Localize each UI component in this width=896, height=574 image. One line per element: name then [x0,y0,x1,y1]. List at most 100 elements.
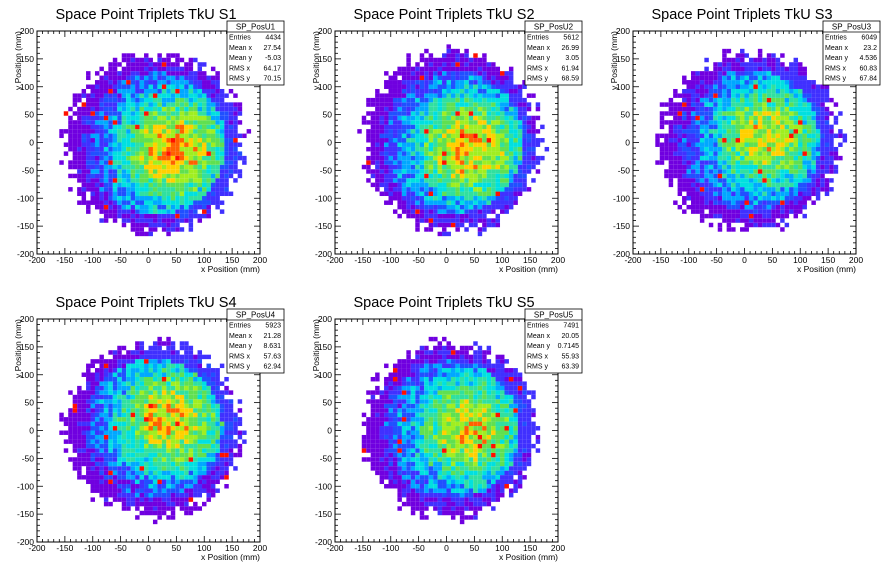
heatmap-cell [771,53,776,58]
heatmap-cell [117,200,122,205]
heatmap-cell [397,191,402,197]
heatmap-cell [780,106,785,112]
heatmap-cell [419,191,425,197]
heatmap-cell [784,146,790,152]
heatmap-cell [139,231,145,237]
heatmap-cell [668,173,674,179]
heatmap-cell [704,169,709,174]
heatmap-cell [86,452,91,458]
heatmap-cell [152,492,158,498]
heatmap-cell [722,71,727,76]
heatmap-cell [410,173,416,179]
heatmap-cell [86,120,91,125]
heatmap-cell [188,213,194,219]
heatmap-cell [179,155,185,161]
heatmap-cell [495,84,501,89]
heatmap-cell [459,129,465,134]
heatmap-cell [437,84,443,89]
heatmap-cell [744,164,749,170]
heatmap-cell [757,75,763,81]
heatmap-cell [94,434,100,440]
heatmap-cell [708,155,714,161]
heatmap-cell [117,439,122,444]
heatmap-cell [161,227,167,232]
heatmap-cell [103,492,109,498]
heatmap-cell [682,88,687,94]
heatmap-cell [210,196,216,201]
heatmap-cell [112,129,118,134]
heatmap-cell [86,403,91,409]
heatmap-cell [708,151,714,156]
heatmap-cell [802,151,807,156]
heatmap-cell [708,75,714,81]
heatmap-cell [531,178,536,183]
heatmap-cell [491,155,496,161]
heatmap-cell [780,191,785,197]
heatmap-cell [780,115,785,121]
heatmap-cell [446,44,451,49]
stats-row-label: RMS x [229,65,251,72]
heatmap-cell [90,164,95,170]
heatmap-cell [103,412,109,418]
heatmap-cell [664,151,669,156]
heatmap-cell [491,75,496,81]
histogram-panel: Space Point Triplets TkU S2-200 -150 -100-… [311,7,583,274]
heatmap-cell [81,106,87,112]
heatmap-cell [824,115,830,121]
heatmap-cell [802,138,807,143]
heatmap-cell [450,173,456,179]
heatmap-cell [802,133,807,139]
heatmap-cell [766,222,772,228]
heatmap-cell [428,111,434,116]
heatmap-cell [473,151,478,156]
heatmap-cell [522,182,527,188]
heatmap-cell [237,151,243,156]
heatmap-cell [704,75,709,81]
heatmap-cell [170,142,176,147]
heatmap-cell [135,231,140,237]
heatmap-cell [233,138,238,143]
heatmap-cell [504,88,509,94]
heatmap-cell [450,97,456,103]
heatmap-cell [771,120,776,125]
heatmap-cell [824,120,830,125]
heatmap-cell [379,160,385,165]
heatmap-cell [379,173,385,179]
heatmap-cell [789,142,794,147]
heatmap-cell [424,182,429,188]
heatmap-cell [415,160,420,165]
heatmap-cell [121,448,127,453]
heatmap-cell [210,111,216,116]
heatmap-cell [664,133,669,139]
heatmap-cell [802,178,807,183]
heatmap-cell [188,111,194,116]
heatmap-cell [397,169,402,174]
heatmap-cell [179,111,185,116]
stats-row-value: -5.03 [265,55,281,62]
heatmap-cell [157,93,162,98]
heatmap-cell [437,88,443,94]
heatmap-cell [766,191,772,197]
heatmap-cell [193,88,198,94]
heatmap-cell [477,84,483,89]
heatmap-cell [375,142,380,147]
heatmap-cell [486,164,492,170]
heatmap-cell [784,120,790,125]
heatmap-cell [175,160,180,165]
heatmap-cell [126,169,131,174]
heatmap-cell [166,80,171,85]
heatmap-cell [682,187,687,192]
heatmap-cell [757,200,763,205]
heatmap-cell [731,80,736,85]
heatmap-cell [780,97,785,103]
heatmap-cell [798,142,803,147]
heatmap-cell [135,106,140,112]
heatmap-cell [740,115,745,121]
x-tick-label: -100 [680,255,697,265]
heatmap-cell [690,146,696,152]
heatmap-cell [406,164,411,170]
heatmap-cell [112,124,118,130]
heatmap-cell [722,97,727,103]
heatmap-cell [103,138,109,143]
heatmap-cell [735,120,741,125]
